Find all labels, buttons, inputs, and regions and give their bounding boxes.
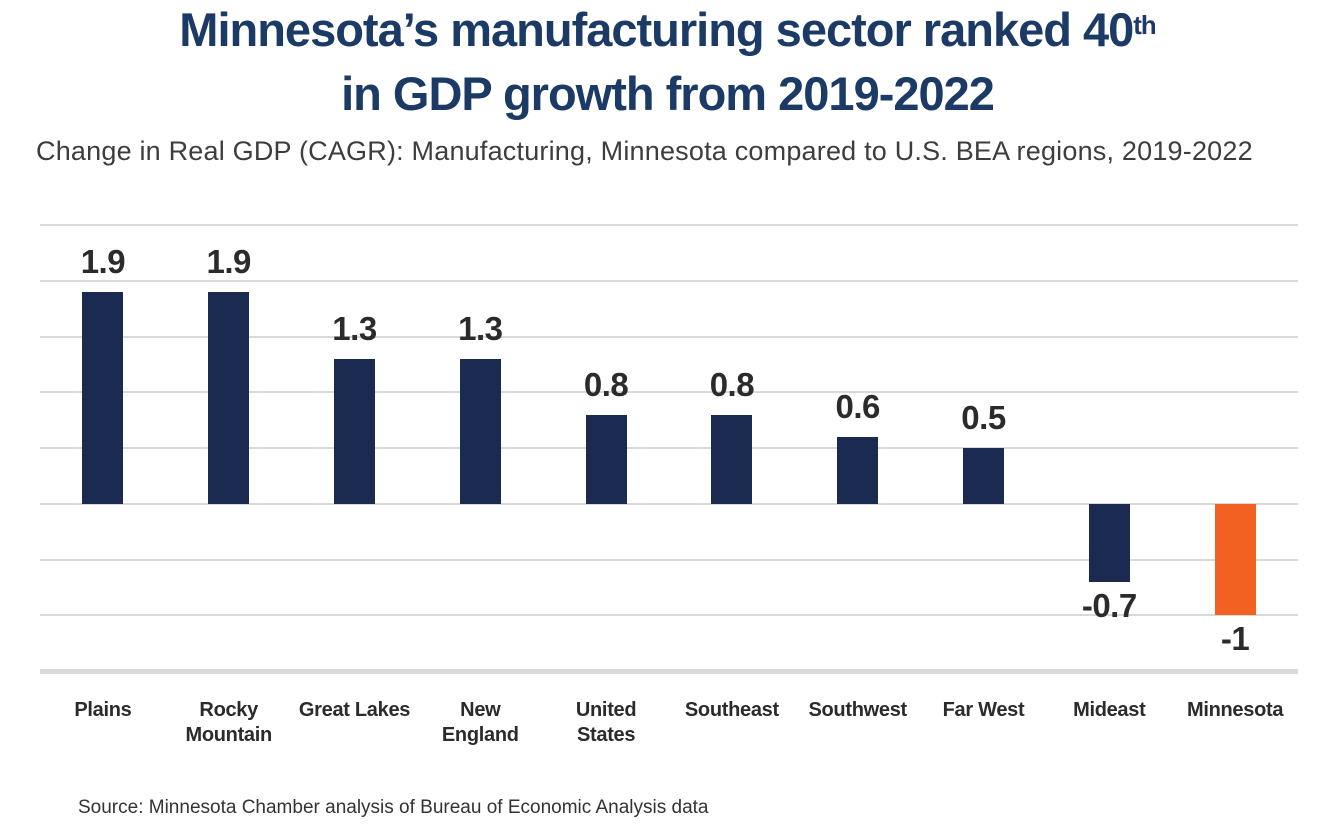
bar-new-england — [459, 358, 501, 504]
gridline — [40, 279, 1298, 282]
x-label-far-west: Far West — [942, 699, 1025, 721]
bar-united-states — [585, 414, 627, 504]
gridline — [40, 502, 1298, 505]
x-label-united-states: United States — [575, 699, 637, 746]
bar-value-plains: 1.9 — [80, 242, 126, 280]
chart-subtitle: Change in Real GDP (CAGR): Manufacturing… — [36, 136, 1253, 166]
bar-value-united-states: 0.8 — [583, 365, 629, 403]
bar-value-minnesota: -1 — [1220, 620, 1250, 658]
bar-great-lakes — [334, 358, 375, 504]
gridline — [40, 391, 1298, 394]
bar-value-southeast: 0.8 — [709, 365, 755, 403]
plot-area: 1.9 1.9 1.3 1.3 0.8 0.8 0.6 0.5 -0.7 -1 — [40, 224, 1298, 674]
x-label-southeast: Southeast — [684, 699, 779, 721]
bar-mideast — [1088, 503, 1130, 582]
gridline — [40, 335, 1298, 338]
x-label-great-lakes: Great Lakes — [298, 699, 411, 721]
bar-value-new-england: 1.3 — [458, 309, 503, 347]
bar-value-mideast: -0.7 — [1081, 586, 1137, 624]
bar-minnesota — [1214, 503, 1256, 616]
bar-value-rocky-mountain: 1.9 — [206, 242, 252, 280]
chart-title-ordinal-suffix: th — [1133, 12, 1156, 41]
bar-far-west — [963, 448, 1004, 504]
bar-value-great-lakes: 1.3 — [332, 309, 377, 347]
bar-southwest — [837, 436, 879, 504]
gridline — [40, 447, 1298, 449]
gridline — [40, 224, 1298, 226]
x-label-rocky-mountain: Rocky Mountain — [185, 699, 272, 746]
bar-value-far-west: 0.5 — [961, 399, 1006, 436]
x-label-mideast: Mideast — [1073, 699, 1146, 721]
chart-title-line2: in GDP growth from 2019-2022 — [341, 67, 995, 120]
gridline — [40, 558, 1298, 561]
source-note: Source: Minnesota Chamber analysis of Bu… — [78, 797, 709, 818]
x-label-southwest: Southwest — [808, 699, 907, 721]
x-axis-labels: Plains Rocky Mountain Great Lakes New England… — [40, 698, 1298, 748]
bar-rocky-mountain — [208, 291, 250, 504]
x-label-new-england: New England — [441, 699, 519, 746]
x-label-minnesota: Minnesota — [1186, 699, 1284, 721]
gridline — [40, 614, 1298, 617]
bar-southeast — [711, 414, 753, 504]
bar-value-southwest: 0.6 — [835, 387, 881, 425]
gridline — [40, 668, 1298, 674]
chart-title: Minnesota’s manufacturing sector ranked … — [0, 2, 1335, 121]
chart-title-line1: Minnesota’s manufacturing sector ranked … — [179, 3, 1134, 56]
x-label-plains: Plains — [74, 699, 132, 721]
bar-plains — [82, 291, 124, 504]
